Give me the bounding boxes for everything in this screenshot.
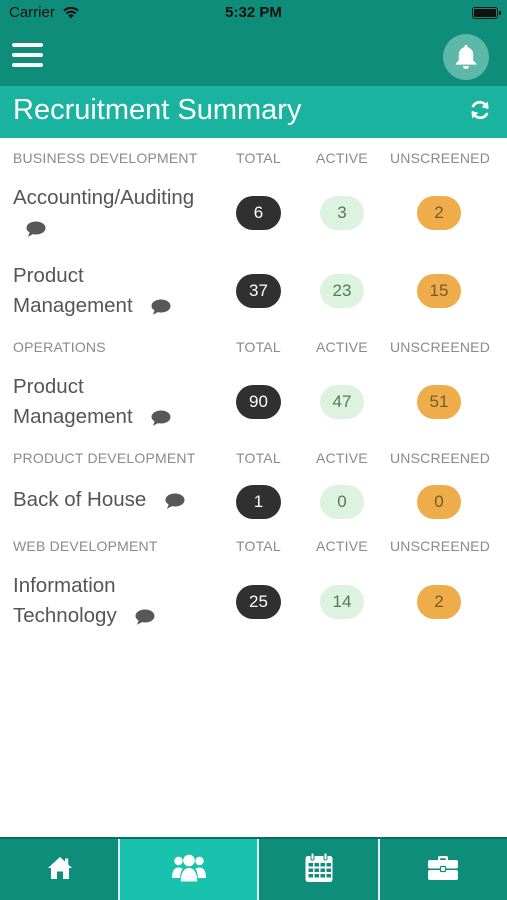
comment-icon[interactable] <box>150 298 172 316</box>
hamburger-icon[interactable] <box>12 41 44 69</box>
column-total: TOTAL <box>236 150 281 166</box>
column-active: ACTIVE <box>316 150 368 166</box>
tab-bar <box>0 837 507 900</box>
calendar-icon <box>305 852 333 882</box>
column-total: TOTAL <box>236 339 281 355</box>
total-badge: 90 <box>236 385 281 419</box>
section-title: PRODUCT DEVELOPMENT <box>13 450 196 466</box>
total-badge: 6 <box>236 196 281 230</box>
title-bar: Recruitment Summary <box>0 86 507 138</box>
page-title: Recruitment Summary <box>13 94 302 126</box>
active-badge: 47 <box>320 385 364 419</box>
tab-candidates[interactable] <box>120 839 259 900</box>
column-unscreened: UNSCREENED <box>390 339 491 355</box>
battery-icon <box>472 7 501 19</box>
nav-bar <box>0 26 507 86</box>
unscreened-badge: 2 <box>417 196 461 230</box>
column-unscreened: UNSCREENED <box>390 450 491 466</box>
tab-calendar[interactable] <box>259 839 380 900</box>
unscreened-badge: 51 <box>417 385 461 419</box>
wifi-icon <box>63 6 79 19</box>
job-row[interactable]: Back of House 1 0 0 <box>0 485 507 521</box>
column-total: TOTAL <box>236 450 281 466</box>
active-badge: 23 <box>320 274 364 308</box>
job-row[interactable]: Information Technology 25 14 2 <box>0 571 507 633</box>
active-badge: 14 <box>320 585 364 619</box>
column-active: ACTIVE <box>316 339 368 355</box>
unscreened-badge: 2 <box>417 585 461 619</box>
unscreened-badge: 0 <box>417 485 461 519</box>
briefcase-icon <box>428 856 458 880</box>
active-badge: 3 <box>320 196 364 230</box>
column-active: ACTIVE <box>316 538 368 554</box>
home-icon <box>48 857 72 879</box>
column-total: TOTAL <box>236 538 281 554</box>
comment-icon[interactable] <box>164 492 186 510</box>
job-row[interactable]: Product Management 90 47 51 <box>0 372 507 434</box>
column-unscreened: UNSCREENED <box>390 150 491 166</box>
job-row[interactable]: Accounting/Auditing 6 3 2 <box>0 183 507 245</box>
notifications-button[interactable] <box>443 34 489 80</box>
section-title: BUSINESS DEVELOPMENT <box>13 150 198 166</box>
refresh-icon[interactable] <box>468 98 492 122</box>
job-title: Accounting/Auditing <box>13 186 195 209</box>
unscreened-badge: 15 <box>417 274 461 308</box>
comment-icon[interactable] <box>134 608 156 626</box>
active-badge: 0 <box>320 485 364 519</box>
total-badge: 1 <box>236 485 281 519</box>
comment-icon[interactable] <box>150 409 172 427</box>
job-title: Product Management <box>13 264 133 317</box>
section-header: WEB DEVELOPMENT TOTAL ACTIVE UNSCREENED <box>0 536 507 558</box>
users-icon <box>172 854 206 882</box>
column-active: ACTIVE <box>316 450 368 466</box>
section-title: OPERATIONS <box>13 339 106 355</box>
status-bar: Carrier 5:32 PM <box>0 0 507 26</box>
comment-icon[interactable] <box>25 220 47 238</box>
tab-jobs[interactable] <box>380 839 507 900</box>
carrier-label: Carrier <box>9 4 55 21</box>
bell-icon <box>455 45 477 69</box>
total-badge: 37 <box>236 274 281 308</box>
job-row[interactable]: Product Management 37 23 15 <box>0 261 507 323</box>
column-unscreened: UNSCREENED <box>390 538 491 554</box>
clock: 5:32 PM <box>225 4 282 21</box>
tab-home[interactable] <box>0 839 120 900</box>
section-header: BUSINESS DEVELOPMENT TOTAL ACTIVE UNSCRE… <box>0 148 507 170</box>
job-title: Back of House <box>13 488 147 511</box>
job-title: Product Management <box>13 375 133 428</box>
job-title: Information Technology <box>13 574 117 627</box>
section-header: OPERATIONS TOTAL ACTIVE UNSCREENED <box>0 337 507 359</box>
section-title: WEB DEVELOPMENT <box>13 538 158 554</box>
total-badge: 25 <box>236 585 281 619</box>
section-header: PRODUCT DEVELOPMENT TOTAL ACTIVE UNSCREE… <box>0 448 507 470</box>
